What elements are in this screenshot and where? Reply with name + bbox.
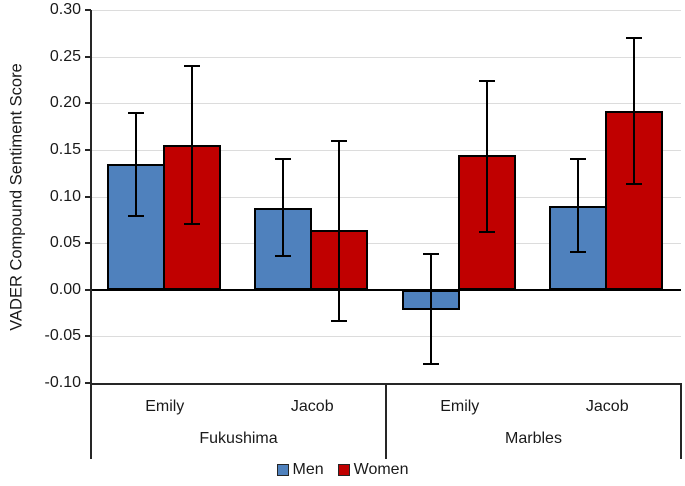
- y-axis-title: VADER Compound Sentiment Score: [7, 63, 26, 331]
- error-bar-cap: [478, 230, 495, 233]
- error-bar-cap: [275, 255, 292, 258]
- y-tick-mark: [85, 335, 91, 338]
- gridline: [91, 149, 681, 151]
- error-bar-cap: [183, 223, 200, 226]
- y-tick-label: 0.15: [49, 140, 81, 158]
- gridline: [91, 10, 681, 11]
- error-bar-cap: [570, 251, 587, 254]
- y-tick-label: 0.25: [49, 47, 81, 65]
- error-bar-cap: [626, 183, 643, 186]
- y-tick-mark: [85, 242, 91, 245]
- zero-gridline: [91, 288, 681, 291]
- gridline: [91, 103, 681, 105]
- y-tick-mark: [85, 382, 91, 384]
- error-bar-cap: [127, 111, 144, 114]
- axis-end-separator-line: [680, 383, 682, 459]
- y-tick-mark: [85, 55, 91, 58]
- error-bar-line: [190, 65, 193, 225]
- women-series-swatch-icon: [337, 464, 350, 476]
- x-category-label: Jacob: [290, 398, 334, 415]
- y-tick-label: 0.20: [49, 94, 81, 112]
- x-category-label: Jacob: [585, 398, 629, 415]
- men-series-swatch-icon: [276, 464, 289, 476]
- y-tick-label: 0.30: [49, 1, 81, 18]
- y-tick-mark: [85, 195, 91, 198]
- y-axis-line: [90, 10, 92, 459]
- y-tick-mark: [85, 148, 91, 151]
- gridline: [91, 196, 681, 198]
- legend-item-men: Men: [276, 461, 324, 479]
- y-tick-label: -0.05: [44, 327, 81, 345]
- bar-women-3: [605, 110, 664, 290]
- error-bar-cap: [422, 363, 439, 366]
- y-tick-label: 0.00: [49, 280, 81, 298]
- error-bar-cap: [422, 253, 439, 256]
- legend: Men Women: [0, 461, 685, 479]
- legend-label-men: Men: [292, 461, 324, 478]
- error-bar-line: [134, 112, 137, 217]
- legend-label-women: Women: [353, 461, 409, 478]
- gridline: [91, 243, 681, 245]
- error-bar-cap: [626, 36, 643, 39]
- error-bar-line: [633, 37, 636, 185]
- x-group-label: Marbles: [505, 430, 562, 447]
- error-bar-line: [282, 159, 285, 257]
- error-bar-cap: [331, 319, 348, 322]
- error-bar-cap: [127, 215, 144, 218]
- y-tick-mark: [85, 288, 91, 291]
- gridline: [91, 336, 681, 338]
- error-bar-line: [485, 80, 488, 232]
- error-bar-cap: [183, 64, 200, 67]
- error-bar-cap: [478, 79, 495, 82]
- x-category-label: Emily: [440, 398, 480, 415]
- y-tick-mark: [85, 9, 91, 11]
- gridline: [91, 56, 681, 58]
- error-bar-cap: [275, 158, 292, 161]
- y-tick-mark: [85, 102, 91, 105]
- error-bar-cap: [331, 139, 348, 142]
- legend-item-women: Women: [337, 461, 409, 479]
- y-tick-label: -0.10: [44, 374, 81, 391]
- error-bar-line: [429, 254, 432, 365]
- error-bar-line: [577, 159, 580, 253]
- y-tick-label: 0.05: [49, 234, 81, 252]
- x-group-label: Fukushima: [199, 430, 278, 447]
- error-bar-cap: [570, 158, 587, 161]
- group-separator-line: [385, 383, 387, 459]
- x-category-label: Emily: [145, 398, 185, 415]
- y-tick-label: 0.10: [49, 187, 81, 205]
- error-bar-line: [338, 140, 341, 321]
